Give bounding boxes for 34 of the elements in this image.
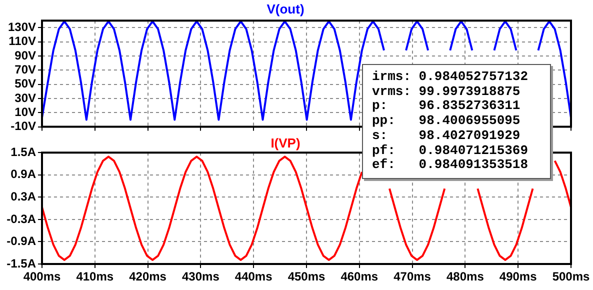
- y-tick-label: 50V: [14, 76, 36, 91]
- y-tick-label: 90V: [14, 48, 36, 62]
- text: s: 98.4027091929: [372, 128, 520, 143]
- x-tick-label: 440ms: [234, 270, 273, 284]
- y-tick-label: 0.9A: [10, 167, 36, 182]
- chart-title: V(out): [266, 1, 304, 16]
- y-tick-label: 130V: [8, 20, 36, 34]
- annotation: pp: 98.4006955095: [372, 113, 522, 129]
- y-tick-label: -0.9A: [6, 234, 36, 248]
- x-tick-label: 420ms: [129, 270, 167, 284]
- x-tick-label: 450ms: [288, 270, 326, 284]
- x-tick-label: 470ms: [394, 270, 432, 284]
- y-tick-label: 110V: [8, 34, 36, 48]
- x-tick-label: 490ms: [499, 270, 538, 284]
- x-tick-label: 460ms: [340, 270, 378, 284]
- annotation: ef: 0.984091353518: [372, 157, 530, 173]
- x-tick-label: 410ms: [76, 270, 114, 284]
- y-tick-label: -10V: [10, 119, 36, 134]
- y-tick-label: 0.3A: [10, 189, 36, 204]
- y-tick-label: 70V: [14, 62, 36, 76]
- y-tick-label: 10V: [14, 104, 36, 119]
- y-tick-label: -1.5A: [6, 256, 36, 270]
- y-tick-label: -0.3A: [6, 212, 36, 226]
- x-tick-label: 500ms: [552, 270, 590, 284]
- x-tick-label: 480ms: [446, 270, 484, 284]
- y-tick-label: 30V: [14, 90, 36, 105]
- annotation: p: 96.8352736311: [372, 98, 522, 114]
- annotation: pf: 0.984071215369: [372, 142, 530, 158]
- annotation: irms: 0.984052757132: [372, 69, 530, 85]
- annotation: vrms: 99.9973918875: [372, 84, 522, 100]
- x-tick-label: 400ms: [23, 270, 62, 284]
- chart-title: I(VP): [270, 135, 300, 150]
- y-tick-label: 1.5A: [10, 144, 36, 159]
- x-tick-label: 430ms: [182, 270, 220, 284]
